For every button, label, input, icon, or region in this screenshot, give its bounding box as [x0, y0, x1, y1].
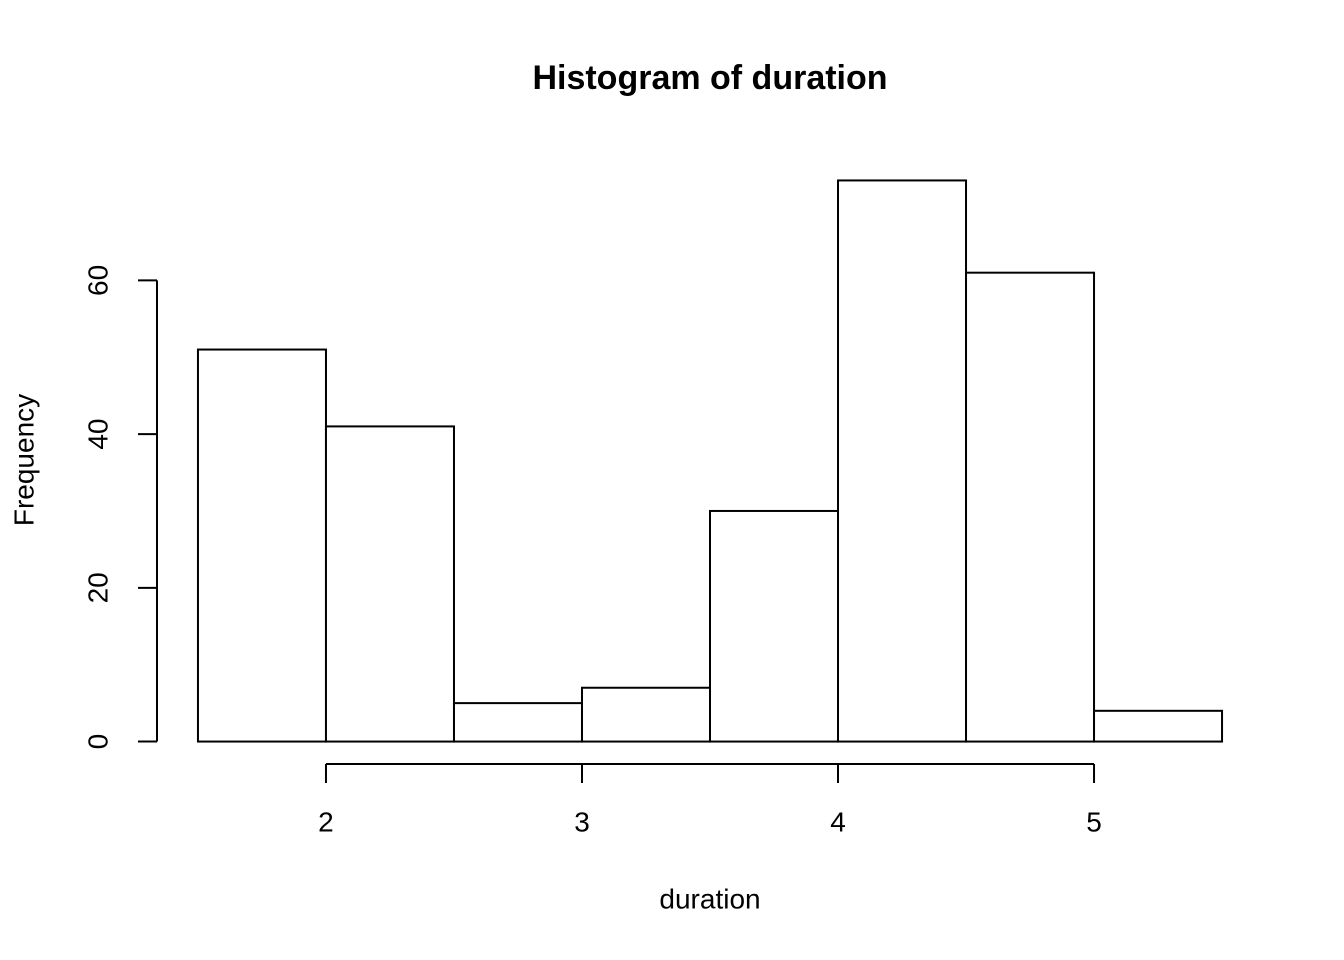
- chart-title: Histogram of duration: [532, 59, 887, 97]
- bar: [1093, 709, 1224, 743]
- bar: [965, 271, 1096, 743]
- y-tick-label: 60: [82, 265, 113, 296]
- bar: [196, 348, 327, 743]
- x-tick-label: 3: [574, 806, 590, 837]
- x-tick-label: 2: [318, 806, 334, 837]
- bar: [324, 425, 455, 743]
- y-tick-label: 20: [82, 572, 113, 603]
- y-tick-label: 40: [82, 419, 113, 450]
- bar: [452, 702, 583, 743]
- bar: [580, 686, 711, 743]
- bar: [709, 509, 840, 743]
- y-axis-label: Frequency: [8, 394, 39, 526]
- bar: [837, 179, 968, 743]
- x-tick-label: 5: [1086, 806, 1102, 837]
- x-axis-label: duration: [659, 883, 760, 914]
- y-tick-label: 0: [82, 734, 113, 750]
- x-tick-label: 4: [830, 806, 846, 837]
